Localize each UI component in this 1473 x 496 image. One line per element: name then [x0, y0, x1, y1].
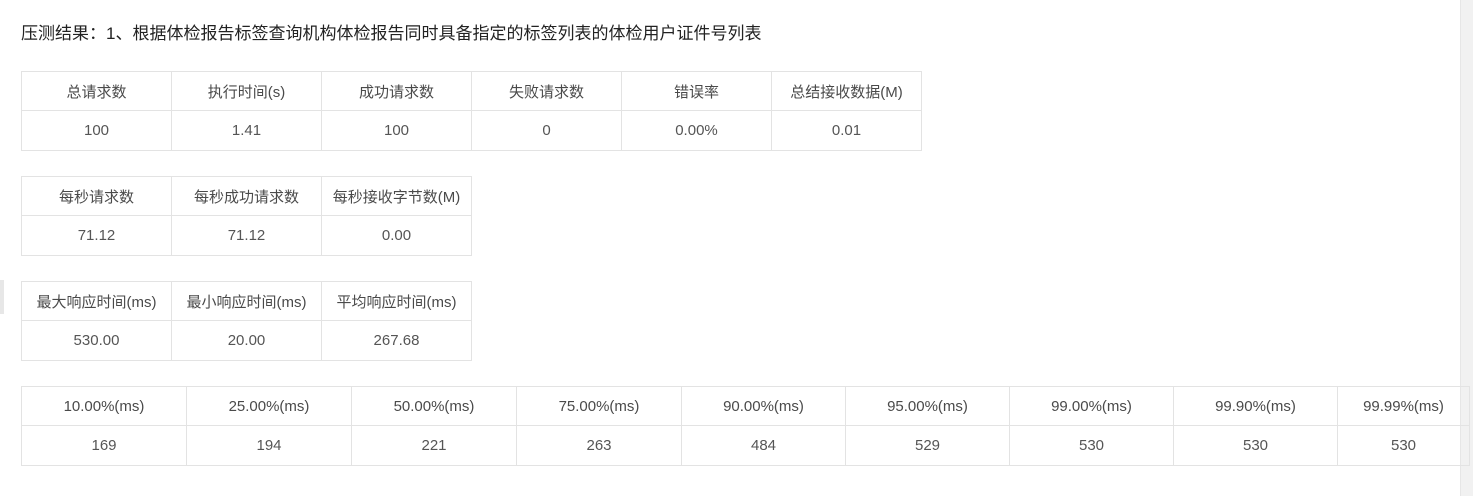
- table-cell: 71.12: [21, 215, 172, 256]
- table-cell: 530.00: [21, 320, 172, 361]
- header-cell: 平均响应时间(ms): [321, 281, 472, 321]
- header-cell: 10.00%(ms): [21, 386, 187, 426]
- header-cell: 90.00%(ms): [681, 386, 846, 426]
- table-cell: 530: [1173, 425, 1338, 466]
- table-cell: 267.68: [321, 320, 472, 361]
- header-cell: 每秒请求数: [21, 176, 172, 216]
- table-cell: 194: [186, 425, 352, 466]
- table-cell: 530: [1337, 425, 1470, 466]
- header-cell: 75.00%(ms): [516, 386, 682, 426]
- percentile-table: 10.00%(ms) 25.00%(ms) 50.00%(ms) 75.00%(…: [21, 386, 1470, 466]
- table-cell: 484: [681, 425, 846, 466]
- table-cell: 0.00: [321, 215, 472, 256]
- table-cell: 0.00%: [621, 110, 772, 151]
- table-row: 100 1.41 100 0 0.00% 0.01: [21, 110, 922, 151]
- table-row: 71.12 71.12 0.00: [21, 215, 472, 256]
- page-title: 压测结果：1、根据体检报告标签查询机构体检报告同时具备指定的标签列表的体检用户证…: [21, 24, 762, 43]
- header-cell: 每秒接收字节数(M): [321, 176, 472, 216]
- table-cell: 20.00: [171, 320, 322, 361]
- table-header-row: 每秒请求数 每秒成功请求数 每秒接收字节数(M): [21, 176, 472, 216]
- table-header-row: 最大响应时间(ms) 最小响应时间(ms) 平均响应时间(ms): [21, 281, 472, 321]
- header-cell: 每秒成功请求数: [171, 176, 322, 216]
- vertical-scrollbar[interactable]: [1460, 0, 1473, 496]
- header-cell: 50.00%(ms): [351, 386, 517, 426]
- table-cell: 263: [516, 425, 682, 466]
- table-cell: 0: [471, 110, 622, 151]
- header-cell: 失败请求数: [471, 71, 622, 111]
- throughput-table: 每秒请求数 每秒成功请求数 每秒接收字节数(M) 71.12 71.12 0.0…: [21, 176, 472, 256]
- header-cell: 最小响应时间(ms): [171, 281, 322, 321]
- header-cell: 最大响应时间(ms): [21, 281, 172, 321]
- table-cell: 100: [321, 110, 472, 151]
- table-header-row: 10.00%(ms) 25.00%(ms) 50.00%(ms) 75.00%(…: [21, 386, 1470, 426]
- response-time-table: 最大响应时间(ms) 最小响应时间(ms) 平均响应时间(ms) 530.00 …: [21, 281, 472, 361]
- table-row: 530.00 20.00 267.68: [21, 320, 472, 361]
- table-cell: 71.12: [171, 215, 322, 256]
- header-cell: 总结接收数据(M): [771, 71, 922, 111]
- header-cell: 95.00%(ms): [845, 386, 1010, 426]
- table-cell: 529: [845, 425, 1010, 466]
- table-cell: 0.01: [771, 110, 922, 151]
- header-cell: 成功请求数: [321, 71, 472, 111]
- header-cell: 99.90%(ms): [1173, 386, 1338, 426]
- table-cell: 1.41: [171, 110, 322, 151]
- header-cell: 99.99%(ms): [1337, 386, 1470, 426]
- header-cell: 总请求数: [21, 71, 172, 111]
- header-cell: 25.00%(ms): [186, 386, 352, 426]
- table-cell: 100: [21, 110, 172, 151]
- header-cell: 错误率: [621, 71, 772, 111]
- table-cell: 169: [21, 425, 187, 466]
- left-edge-marker: [0, 280, 4, 314]
- table-row: 169 194 221 263 484 529 530 530 530: [21, 425, 1470, 466]
- table-header-row: 总请求数 执行时间(s) 成功请求数 失败请求数 错误率 总结接收数据(M): [21, 71, 922, 111]
- table-cell: 530: [1009, 425, 1174, 466]
- header-cell: 执行时间(s): [171, 71, 322, 111]
- header-cell: 99.00%(ms): [1009, 386, 1174, 426]
- table-cell: 221: [351, 425, 517, 466]
- summary-table: 总请求数 执行时间(s) 成功请求数 失败请求数 错误率 总结接收数据(M) 1…: [21, 71, 922, 151]
